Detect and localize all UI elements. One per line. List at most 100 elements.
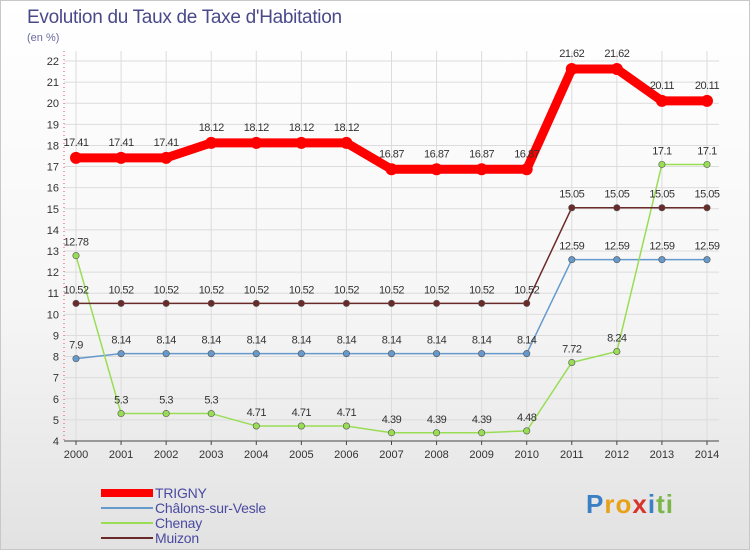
data-label: 21.62 <box>604 48 629 60</box>
data-point <box>342 299 350 307</box>
data-point <box>252 422 260 430</box>
data-label: 12.78 <box>63 237 88 249</box>
data-label: 7.9 <box>69 340 83 352</box>
data-label: 18.12 <box>244 122 269 134</box>
data-point <box>70 151 82 164</box>
data-point <box>117 350 125 358</box>
data-point <box>658 256 666 264</box>
data-label: 8.14 <box>111 335 131 347</box>
x-tick-label: 2012 <box>605 449 629 461</box>
data-point <box>433 350 441 358</box>
data-point <box>520 163 533 176</box>
y-tick-label: 9 <box>53 330 59 342</box>
data-point <box>117 299 125 307</box>
data-label: 4.71 <box>292 407 312 419</box>
proxiti-logo: Proxiti <box>586 489 674 520</box>
legend-label: Muizon <box>155 529 199 546</box>
logo-letter: t <box>656 489 666 519</box>
logo-letter: P <box>586 489 605 519</box>
data-point <box>523 299 531 307</box>
data-point <box>430 163 443 176</box>
chart-subtitle: (en %) <box>27 32 60 44</box>
data-point <box>385 163 398 176</box>
x-tick-label: 2014 <box>695 449 719 461</box>
data-label: 15.05 <box>694 189 719 201</box>
y-tick-label: 22 <box>47 56 59 68</box>
logo-letter: r <box>604 489 616 519</box>
x-tick-label: 2005 <box>289 449 313 461</box>
legend-swatch <box>101 521 153 524</box>
chart-title: Evolution du Taux de Taxe d'Habitation <box>27 7 342 28</box>
data-label: 17.41 <box>154 137 179 149</box>
data-label: 4.71 <box>247 407 267 419</box>
data-label: 17.1 <box>652 145 672 157</box>
data-label: 8.14 <box>427 335 447 347</box>
data-point <box>701 94 713 107</box>
data-label: 18.12 <box>289 122 314 134</box>
y-tick-label: 19 <box>47 119 59 131</box>
legend-label: Chenay <box>155 514 203 531</box>
data-point <box>252 299 260 307</box>
x-tick-label: 2004 <box>244 449 268 461</box>
data-point <box>433 299 441 307</box>
data-label: 18.12 <box>199 122 224 134</box>
data-label: 4.39 <box>382 414 402 426</box>
data-label: 15.05 <box>604 189 629 201</box>
data-point <box>478 299 486 307</box>
data-label: 10.52 <box>379 284 404 296</box>
data-point <box>342 422 350 430</box>
x-tick-label: 2000 <box>64 449 88 461</box>
data-point <box>387 429 395 437</box>
x-tick-label: 2013 <box>650 449 674 461</box>
data-point <box>433 429 441 437</box>
data-label: 5.3 <box>204 395 218 407</box>
data-label: 10.52 <box>334 284 359 296</box>
x-tick-label: 2003 <box>199 449 223 461</box>
data-point <box>658 204 666 212</box>
x-tick-label: 2001 <box>109 449 133 461</box>
data-label: 17.1 <box>697 145 717 157</box>
data-label: 5.3 <box>114 395 128 407</box>
legend-swatch <box>101 506 153 509</box>
data-label: 5.3 <box>159 395 173 407</box>
data-point <box>523 350 531 358</box>
data-point <box>475 163 488 176</box>
data-label: 16.87 <box>424 148 449 160</box>
x-tick-label: 2010 <box>514 449 538 461</box>
data-label: 16.87 <box>469 148 494 160</box>
data-point <box>252 350 260 358</box>
y-tick-label: 6 <box>53 394 59 406</box>
data-label: 8.14 <box>382 335 402 347</box>
data-point <box>613 256 621 264</box>
data-point <box>160 151 173 164</box>
y-tick-label: 16 <box>47 183 59 195</box>
data-label: 10.52 <box>109 284 134 296</box>
data-label: 8.14 <box>472 335 492 347</box>
data-point <box>297 299 305 307</box>
legend: TRIGNY Châlons-sur-Vesle Chenay Muizon <box>101 484 266 546</box>
y-tick-label: 5 <box>53 415 59 427</box>
data-point <box>207 350 215 358</box>
x-tick-label: 2011 <box>560 449 584 461</box>
y-tick-label: 4 <box>53 436 59 448</box>
data-point <box>568 204 576 212</box>
data-label: 20.11 <box>650 80 675 92</box>
data-label: 12.59 <box>604 241 629 253</box>
data-point <box>115 151 128 164</box>
legend-label: TRIGNY <box>155 484 207 501</box>
x-tick-label: 2002 <box>154 449 178 461</box>
data-label: 4.71 <box>337 407 357 419</box>
data-point <box>295 136 308 149</box>
data-label: 18.12 <box>334 122 359 134</box>
y-tick-label: 8 <box>53 352 59 364</box>
data-point <box>387 350 395 358</box>
data-label: 8.14 <box>337 335 357 347</box>
y-tick-label: 18 <box>47 140 59 152</box>
data-label: 8.14 <box>202 335 222 347</box>
data-label: 8.14 <box>292 335 312 347</box>
data-point <box>523 427 531 435</box>
data-label: 4.39 <box>427 414 447 426</box>
data-label: 12.59 <box>694 241 719 253</box>
data-label: 15.05 <box>649 189 674 201</box>
y-tick-label: 13 <box>47 246 59 258</box>
